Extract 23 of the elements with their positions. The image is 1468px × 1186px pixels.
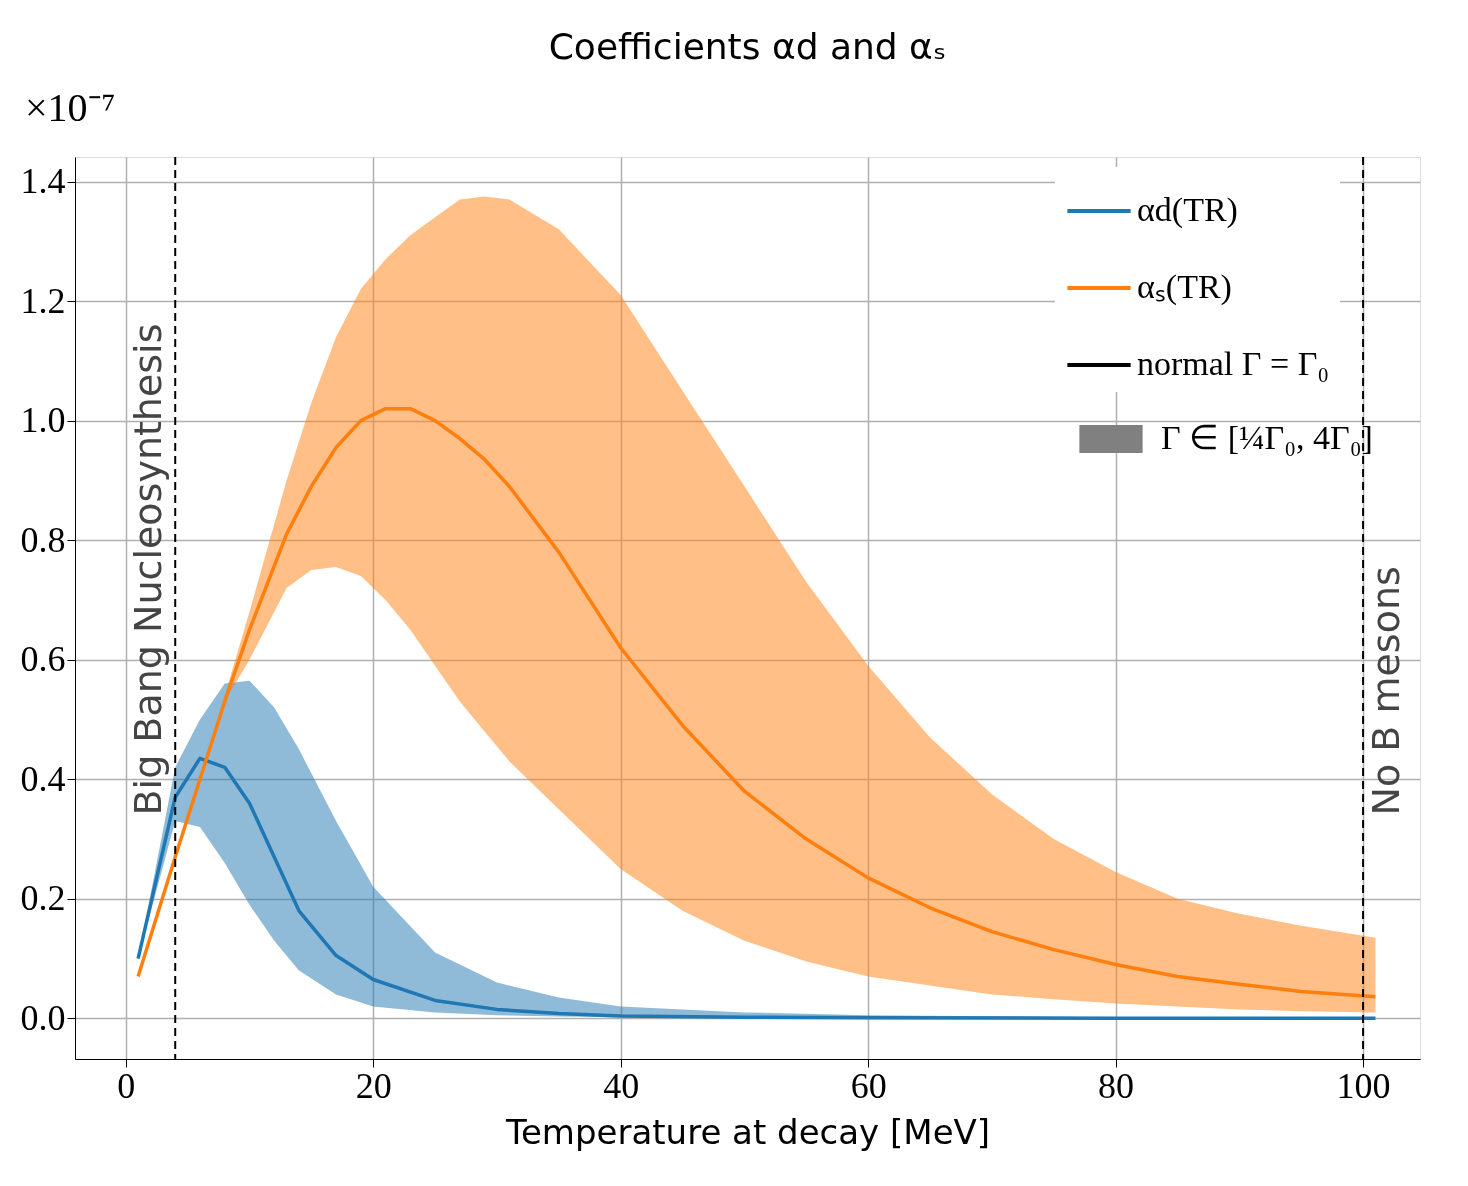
y-tick-label: 1.2 (20, 280, 66, 321)
x-tick-label: 20 (355, 1065, 392, 1106)
y-tick-label: 1.0 (20, 400, 66, 441)
y-tick-label: 1.4 (20, 161, 66, 202)
y-axis-title: ×10⁻⁷ (25, 85, 116, 130)
y-tick-label: 0.6 (20, 639, 66, 680)
y-tick-label: 0.2 (20, 878, 66, 919)
annotation: normal Γ = Γ₀ (1137, 345, 1330, 382)
x-axis-title: Temperature at decay [MeV] (504, 1111, 991, 1152)
ref-line-label: No B mesons (1364, 566, 1409, 816)
y-tick-label: 0.0 (20, 997, 66, 1038)
y-tick-label: 0.4 (20, 758, 66, 799)
legend-label: αd(TR) (1137, 191, 1238, 229)
x-tick-label: 80 (1098, 1065, 1135, 1106)
x-tick-label: 60 (850, 1065, 887, 1106)
y-tick-label: 0.8 (20, 519, 66, 560)
x-tick-label: 0 (117, 1065, 136, 1106)
x-tick-label: 100 (1336, 1065, 1391, 1106)
ref-line-label: Big Bang Nucleosynthesis (126, 323, 171, 816)
legend-label: αₛ(TR) (1137, 268, 1232, 306)
x-tick-label: 40 (603, 1065, 640, 1106)
annotation: Γ ∈ [¼Γ₀, 4Γ₀] (1161, 419, 1373, 456)
chart-title: Coefficients αd and αₛ (548, 26, 947, 67)
